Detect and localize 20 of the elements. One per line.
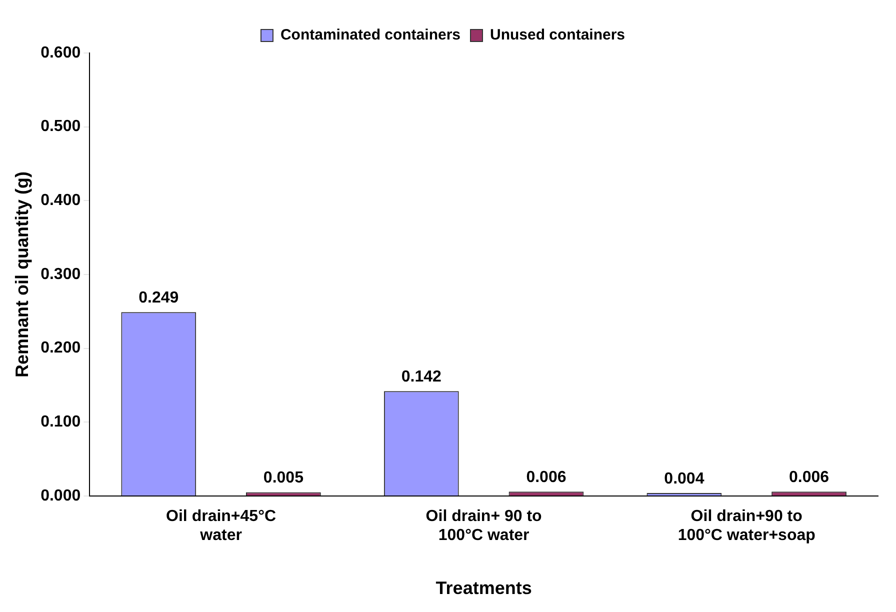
y-tick-label: 0.500: [40, 118, 81, 136]
y-axis-title: Remnant oil quantity (g): [12, 172, 32, 378]
data-label: 0.005: [263, 470, 304, 487]
x-tick-label: Oil drain+45°C water: [166, 508, 276, 544]
x-tick-label: Oil drain+ 90 to 100°C water: [426, 508, 542, 544]
y-tick-label: 0.400: [40, 192, 81, 210]
legend-label: Unused containers: [490, 26, 626, 44]
data-label: 0.249: [138, 290, 179, 307]
data-label: 0.006: [788, 468, 830, 486]
y-tick-label: 0.200: [40, 340, 81, 357]
y-tick-label: 0.000: [40, 487, 81, 504]
y-tick-label: 0.600: [40, 44, 81, 62]
y-tick-label: 0.100: [40, 414, 81, 431]
x-tick-label: Oil drain+90 to 100°C water+soap: [678, 508, 816, 544]
y-tick-label: 0.300: [40, 266, 81, 283]
data-label: 0.004: [664, 470, 704, 488]
legend-label: Contaminated containers: [280, 26, 460, 44]
x-axis-title: Treatments: [436, 578, 532, 598]
data-label: 0.142: [401, 368, 442, 386]
data-label: 0.006: [526, 468, 566, 486]
